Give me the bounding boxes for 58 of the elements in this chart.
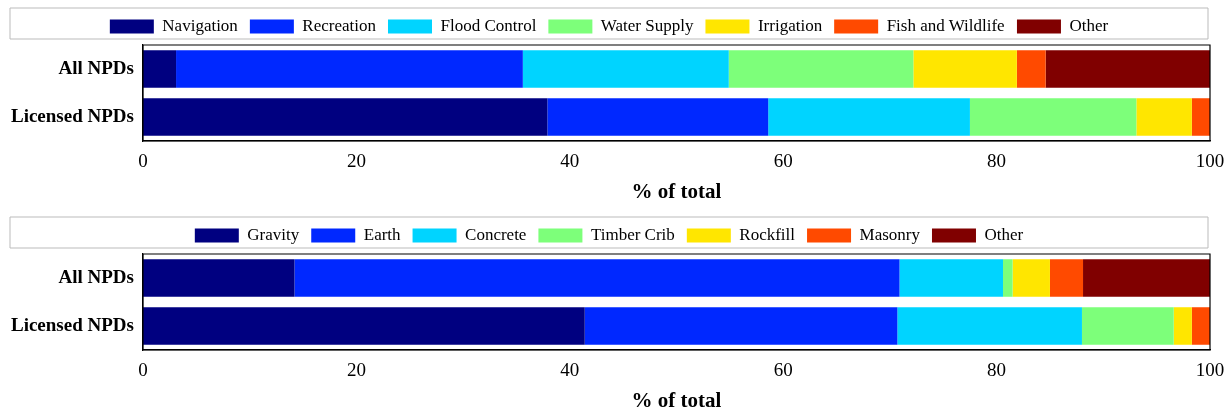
bar [294,259,900,297]
bar [522,50,729,88]
bar [176,50,523,88]
bar [142,50,177,88]
x-tick-label: 40 [560,150,580,172]
legend-label: Concrete [465,224,527,244]
x-tick-label: 40 [560,359,580,381]
legend-label: Water Supply [600,15,694,35]
legend-label: Flood Control [440,15,537,35]
bar [142,98,548,136]
bar [913,50,1017,88]
bar [1136,98,1192,136]
bar [1083,259,1210,297]
bar [584,307,898,345]
legend-label: Earth [363,224,402,244]
x-tick-label: 60 [773,150,793,172]
x-tick-label: 20 [346,150,366,172]
bar [1003,259,1013,297]
legend-label: Rockfill [739,224,796,244]
bar [1012,259,1050,297]
bar [768,98,970,136]
bar [897,307,1082,345]
x-axis-title: % of total [631,387,722,412]
bar [1081,307,1174,345]
legend-label: Fish and Wildlife [886,15,1005,35]
bar [969,98,1137,136]
x-tick-label: 0 [138,359,148,381]
x-tick-label: 60 [773,359,793,381]
legend-label: Other [1069,15,1109,35]
bar [1049,259,1084,297]
y-tick-label: All NPDs [58,265,134,287]
legend-label: Other [984,224,1024,244]
legend-label: Timber Crib [590,224,675,244]
bar [728,50,914,88]
legend-label: Masonry [859,224,921,244]
x-tick-label: 80 [987,150,1007,172]
bar [547,98,769,136]
bar [899,259,1003,297]
y-tick-label: Licensed NPDs [10,104,134,126]
y-tick-label: All NPDs [58,56,134,78]
x-tick-label: 80 [987,359,1007,381]
legend-label: Irrigation [757,15,823,35]
bar [1045,50,1210,88]
x-tick-label: 20 [346,359,366,381]
x-axis-title: % of total [631,178,722,203]
legend-label: Recreation [302,15,377,35]
x-tick-label: 100 [1195,150,1225,172]
bar [1016,50,1046,88]
bar [1191,307,1210,345]
x-tick-label: 100 [1195,359,1225,381]
bar [1173,307,1192,345]
bar [142,307,585,345]
x-tick-label: 0 [138,150,148,172]
bar [1191,98,1210,136]
y-tick-label: Licensed NPDs [10,313,134,335]
bar [142,259,295,297]
legend-label: Gravity [247,224,300,244]
legend-label: Navigation [162,15,239,35]
